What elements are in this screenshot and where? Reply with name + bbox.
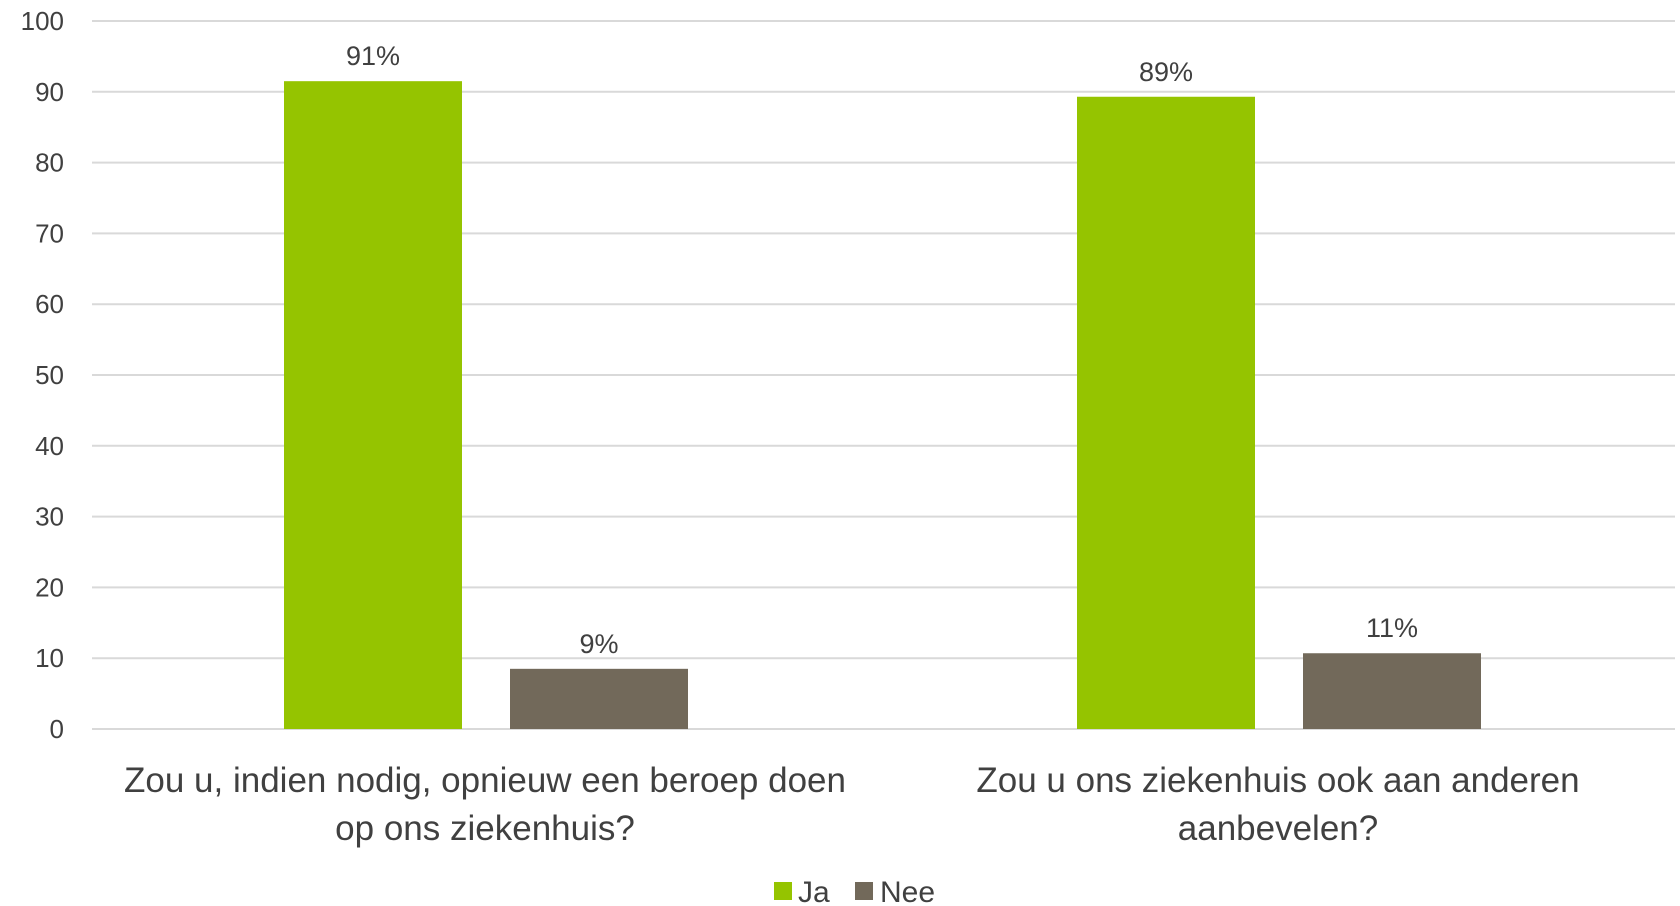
legend-label-ja: Ja bbox=[798, 876, 830, 906]
legend: Ja Nee bbox=[774, 876, 935, 906]
y-tick-label: 90 bbox=[35, 77, 64, 107]
legend-label-nee: Nee bbox=[880, 876, 935, 906]
y-tick-label: 100 bbox=[21, 6, 64, 36]
data-label-ja-2: 89% bbox=[1139, 57, 1193, 87]
category-label-1-line-1: Zou u, indien nodig, opnieuw een beroep … bbox=[124, 761, 846, 800]
data-label-nee-2: 11% bbox=[1366, 613, 1418, 643]
y-tick-label: 70 bbox=[35, 218, 64, 248]
bar-nee-2 bbox=[1303, 653, 1481, 729]
data-label-nee-1: 9% bbox=[579, 629, 618, 659]
y-tick-label: 40 bbox=[35, 431, 64, 461]
legend-swatch-ja bbox=[774, 882, 792, 900]
y-tick-label: 50 bbox=[35, 360, 64, 390]
y-tick-label: 20 bbox=[35, 572, 64, 602]
y-axis-tick-labels: 0 10 20 30 40 50 60 70 80 90 100 bbox=[21, 6, 64, 744]
data-label-ja-1: 91% bbox=[346, 41, 400, 71]
legend-swatch-nee bbox=[855, 882, 873, 900]
y-tick-label: 30 bbox=[35, 502, 64, 532]
category-label-2-line-2: aanbevelen? bbox=[1178, 809, 1378, 848]
y-tick-label: 10 bbox=[35, 643, 64, 673]
y-tick-label: 80 bbox=[35, 148, 64, 178]
y-tick-label: 60 bbox=[35, 289, 64, 319]
y-tick-label: 0 bbox=[50, 714, 64, 744]
bar-ja-1 bbox=[284, 81, 462, 730]
bar-nee-1 bbox=[510, 668, 688, 729]
bar-ja-2 bbox=[1077, 96, 1255, 730]
x-axis-category-labels: Zou u, indien nodig, opnieuw een beroep … bbox=[124, 761, 1580, 848]
category-label-2-line-1: Zou u ons ziekenhuis ook aan anderen bbox=[976, 761, 1579, 800]
data-labels: 91% 89% 9% 11% bbox=[346, 41, 1418, 659]
category-label-1-line-2: op ons ziekenhuis? bbox=[335, 809, 635, 848]
bars bbox=[284, 81, 1481, 730]
